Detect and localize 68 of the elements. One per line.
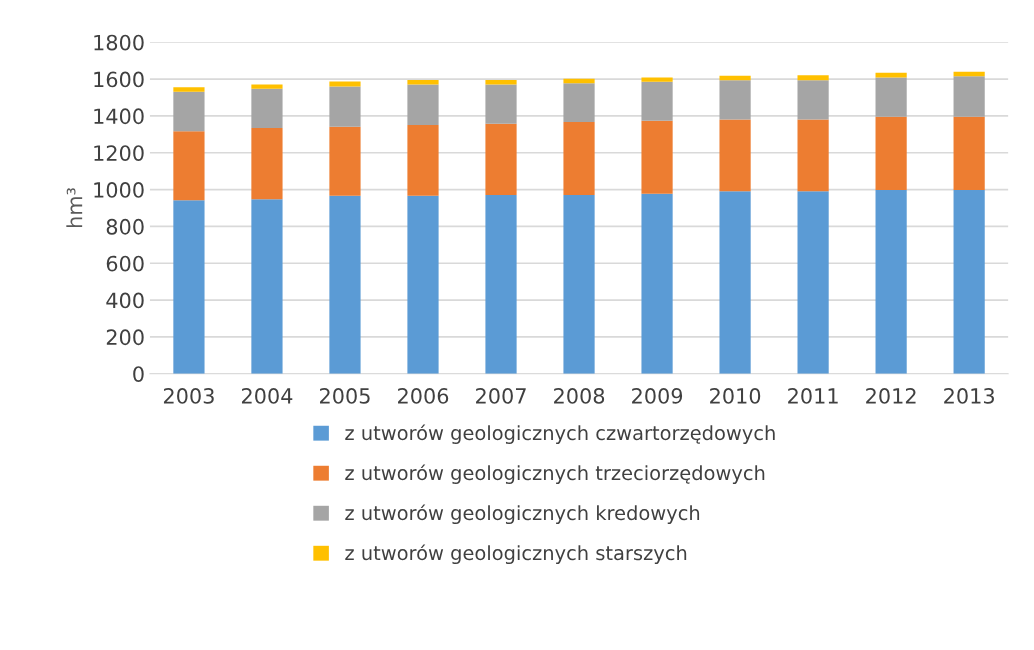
bar (173, 200, 205, 374)
bar (797, 80, 829, 120)
bar (719, 191, 751, 374)
y-tick-label: 0 (133, 366, 144, 382)
bar (563, 83, 595, 122)
y-tick-label: 1200 (94, 145, 144, 161)
bar (875, 116, 907, 190)
bar (953, 76, 985, 117)
bar (407, 80, 439, 85)
bar (641, 120, 673, 194)
y-tick-label: 1800 (94, 34, 144, 51)
bar (875, 189, 907, 374)
bar (797, 119, 829, 192)
bar (173, 91, 205, 132)
y-tick-label: 400 (106, 292, 144, 309)
bar (719, 80, 751, 120)
bar (875, 77, 907, 117)
x-tick-label: 2007 (476, 388, 526, 404)
bar (641, 193, 673, 374)
bar (329, 126, 361, 196)
x-tick-label: 2012 (866, 388, 916, 404)
bar (953, 71, 985, 77)
y-tick-label: 200 (106, 329, 144, 346)
bar (407, 125, 439, 196)
y-tick-label: 800 (106, 218, 144, 235)
bar (251, 84, 283, 89)
bar (407, 195, 439, 374)
bar (485, 123, 517, 196)
bar (563, 195, 595, 374)
y-tick-label: 1400 (94, 108, 144, 125)
bar (641, 77, 673, 82)
legend-label: z utworów geologicznych starszych (345, 544, 687, 565)
bar (953, 116, 985, 190)
legend-label: z utworów geologicznych czwartorzędowych (345, 424, 775, 444)
bar (563, 121, 595, 196)
bar (485, 195, 517, 374)
x-tick-label: 2010 (710, 388, 761, 404)
x-tick-label: 2005 (320, 388, 370, 404)
y-tick-label: 600 (106, 255, 144, 272)
bar (797, 191, 829, 374)
x-tick-label: 2008 (554, 388, 605, 404)
bar (329, 195, 361, 374)
x-tick-label: 2011 (788, 388, 838, 404)
y-tick-label: 1000 (94, 182, 144, 198)
bar (797, 75, 829, 81)
bar (563, 78, 595, 84)
bar (173, 87, 205, 92)
bar (485, 80, 517, 85)
bar (329, 86, 361, 127)
y-tick-label: 1600 (94, 71, 144, 88)
bar (251, 88, 283, 129)
bar (251, 128, 283, 200)
bar (173, 131, 205, 201)
x-tick-label: 2013 (944, 388, 994, 404)
bar (485, 84, 517, 124)
x-tick-label: 2006 (398, 388, 449, 404)
bar (641, 81, 673, 121)
y-axis-title: hm³ (66, 188, 83, 228)
bar (329, 81, 361, 87)
x-tick-label: 2003 (163, 388, 214, 404)
bar (719, 119, 751, 192)
x-tick-label: 2009 (632, 388, 683, 404)
legend-label: z utworów geologicznych kredowych (345, 504, 700, 525)
x-tick-label: 2004 (241, 388, 293, 404)
bar (407, 84, 439, 126)
bar (953, 189, 985, 374)
bar (251, 199, 283, 374)
legend-label: z utworów geologicznych trzeciorzędowych (345, 464, 765, 485)
